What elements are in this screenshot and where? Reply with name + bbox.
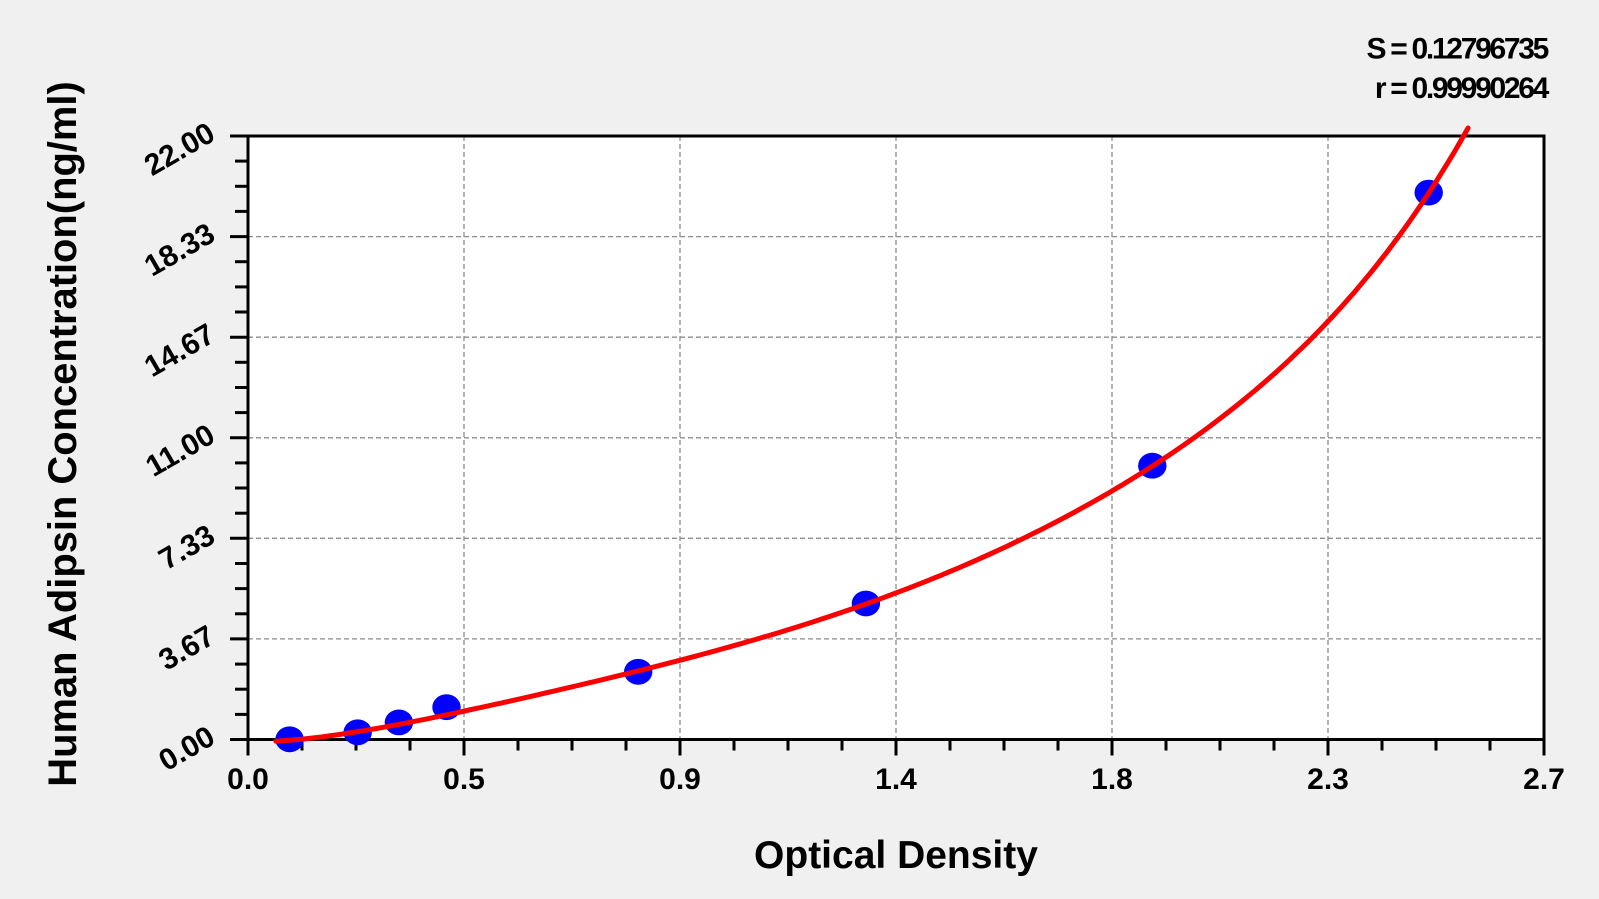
svg-text:0.0: 0.0 [227,763,269,796]
svg-text:2.3: 2.3 [1307,763,1349,796]
svg-text:r = 0.99990264: r = 0.99990264 [1375,72,1550,105]
svg-text:Human Adipsin Concentration(ng: Human Adipsin Concentration(ng/ml) [41,81,85,786]
svg-text:1.8: 1.8 [1091,763,1133,796]
svg-text:0.5: 0.5 [443,763,485,796]
svg-text:Optical Density: Optical Density [754,834,1038,877]
svg-text:S = 0.12796735: S = 0.12796735 [1367,33,1549,66]
svg-text:2.7: 2.7 [1523,763,1565,796]
svg-text:1.4: 1.4 [875,763,917,796]
svg-text:0.9: 0.9 [659,763,701,796]
